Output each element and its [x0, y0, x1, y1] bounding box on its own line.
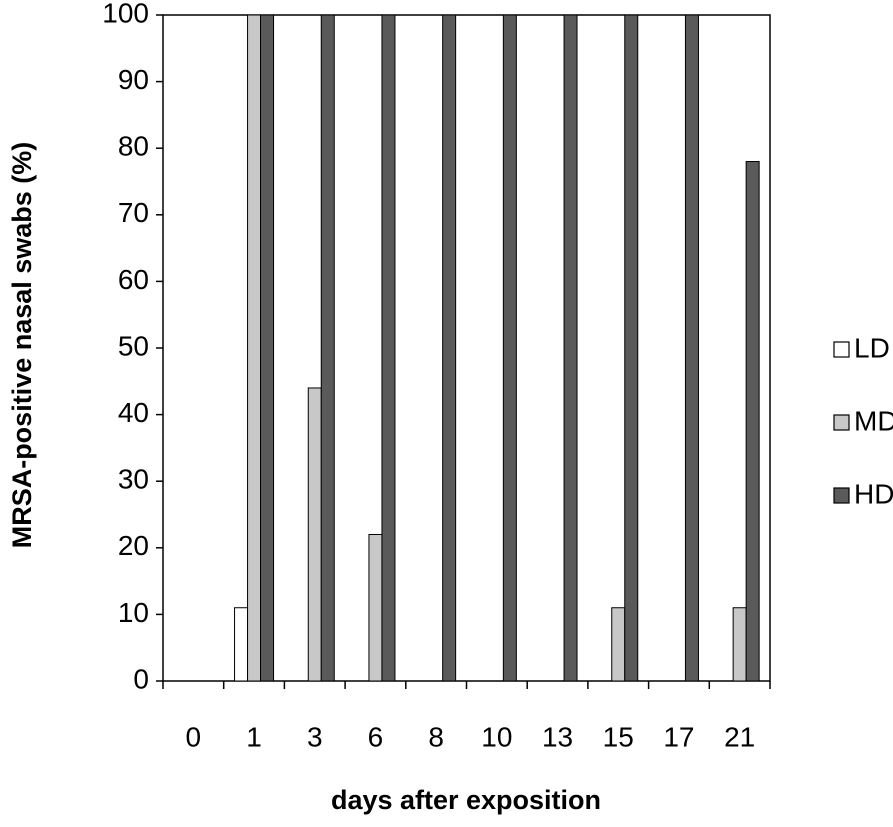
x-tick-label: 15: [603, 721, 634, 752]
y-tick-label: 30: [118, 464, 149, 495]
bar: [368, 533, 383, 682]
bar: [611, 607, 626, 682]
bar: [563, 14, 578, 682]
y-axis-title: MRSA-positive nasal swabs (%): [7, 142, 37, 549]
bar: [247, 14, 262, 682]
bar: [624, 14, 639, 682]
y-tick-label: 40: [118, 397, 149, 428]
y-tick-label: 90: [118, 64, 149, 95]
bar: [320, 14, 335, 682]
x-tick-label: 10: [481, 721, 512, 752]
y-tick-label: 70: [118, 197, 149, 228]
legend-swatch: [833, 487, 850, 504]
bar: [442, 14, 457, 682]
x-tick-label: 17: [663, 721, 694, 752]
bar: [234, 607, 249, 682]
bar: [745, 161, 760, 682]
bar: [307, 387, 322, 682]
x-tick-label: 1: [246, 721, 262, 752]
x-tick-label: 0: [186, 721, 202, 752]
bar: [502, 14, 517, 682]
legend-swatch: [833, 341, 850, 358]
bar: [381, 14, 396, 682]
y-tick-label: 50: [118, 330, 149, 361]
y-tick-label: 0: [133, 663, 149, 694]
x-tick-label: 6: [368, 721, 384, 752]
y-tick-label: 60: [118, 264, 149, 295]
x-axis-title: days after exposition: [331, 785, 601, 815]
y-tick-label: 80: [118, 131, 149, 162]
legend-swatch: [833, 414, 850, 431]
y-tick-label: 10: [118, 597, 149, 628]
x-tick-label: 13: [542, 721, 573, 752]
bar: [260, 14, 275, 682]
bar: [732, 607, 747, 682]
legend-label: MD: [854, 405, 893, 436]
legend-label: HD: [854, 478, 893, 509]
x-tick-label: 21: [724, 721, 755, 752]
x-tick-label: 8: [428, 721, 444, 752]
legend-label: LD: [854, 332, 890, 363]
bar: [684, 14, 699, 682]
y-tick-label: 20: [118, 530, 149, 561]
x-tick-label: 3: [307, 721, 323, 752]
y-tick-label: 100: [102, 0, 149, 28]
